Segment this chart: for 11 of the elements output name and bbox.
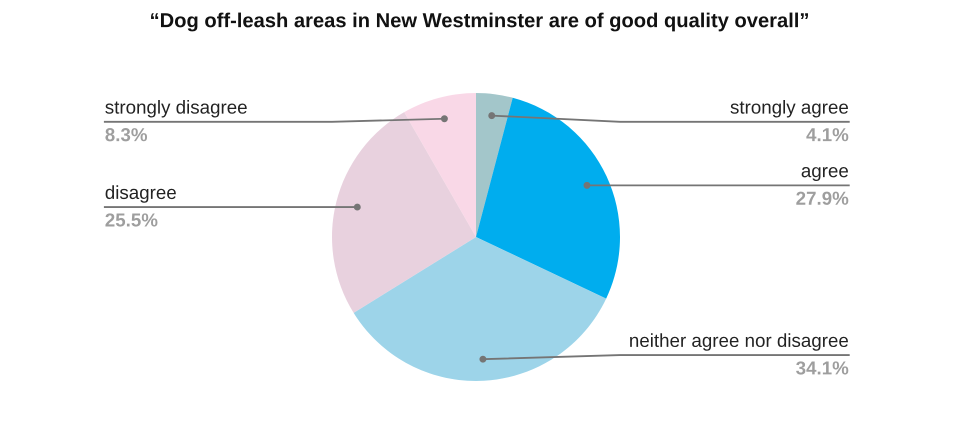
data-label: 8.3% bbox=[105, 128, 148, 142]
slice-label: strongly agree bbox=[730, 100, 848, 118]
chart-title: “Dog off-leash areas in New Westminster are of good quality overall” bbox=[151, 12, 808, 32]
data-label: 34.1% bbox=[796, 361, 848, 375]
slice-label: disagree bbox=[106, 185, 176, 203]
slice-label: agree bbox=[802, 167, 848, 182]
slice-label: strongly disagree bbox=[105, 100, 247, 118]
data-label: 25.5% bbox=[105, 213, 158, 227]
data-label: 27.9% bbox=[796, 192, 848, 205]
data-label: 4.1% bbox=[806, 128, 848, 142]
slice-label: neither agree nor disagree bbox=[630, 333, 848, 351]
